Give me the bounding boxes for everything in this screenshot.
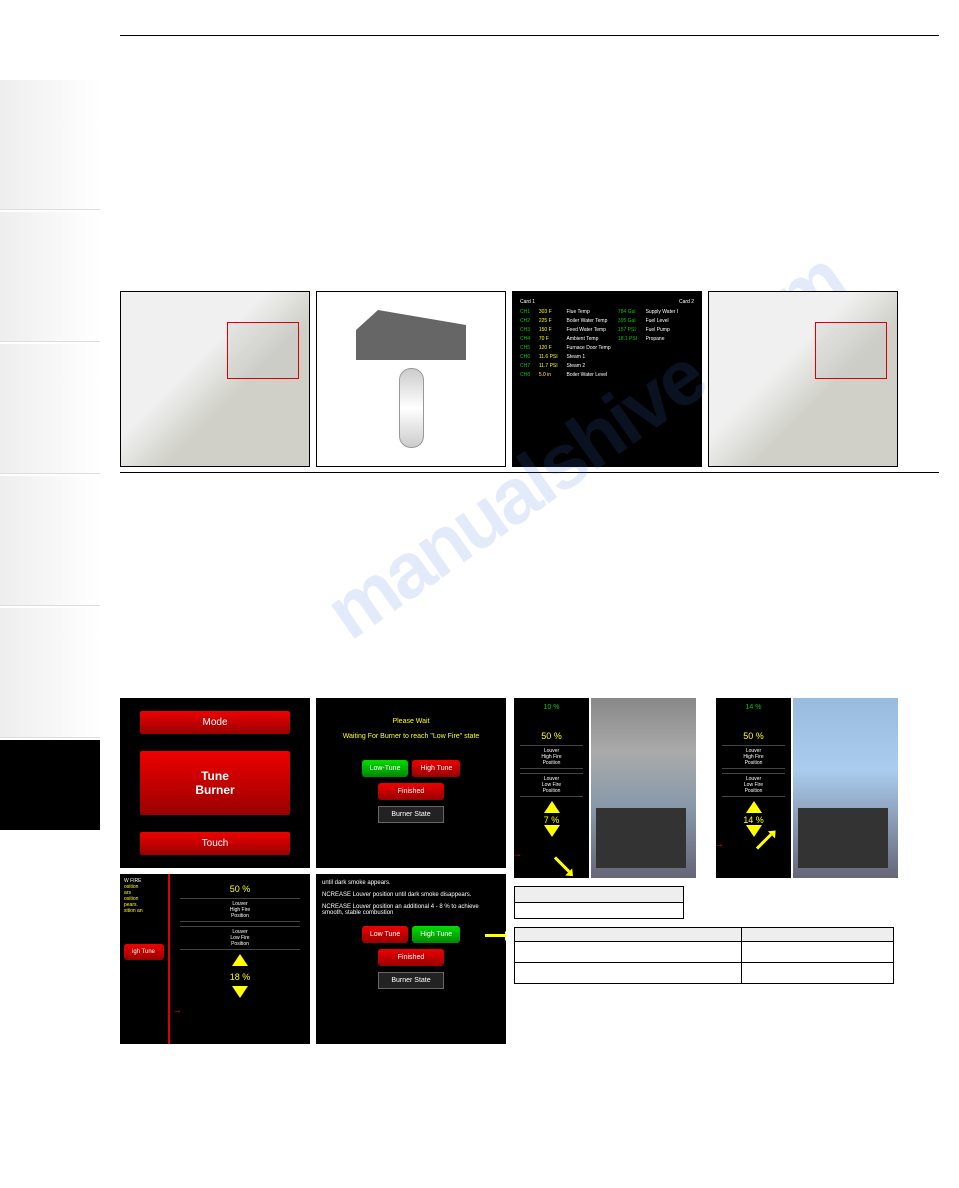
please-wait-label: Please Wait — [326, 718, 496, 725]
wait-message: Waiting For Burner to reach "Low Fire" s… — [326, 733, 496, 740]
figure-row-1: Card 1Card 2 CH1303 FFlue Temp784 GalSup… — [120, 291, 939, 467]
low-pct: 18 % — [180, 972, 300, 982]
card2-label: Card 2 — [679, 299, 694, 305]
top-pct: 14 % — [722, 704, 785, 711]
burner-state-label: Burner State — [378, 972, 443, 989]
col-left: Mode Tune Burner Touch Please Wait Waiti… — [120, 698, 506, 1044]
page: Card 1Card 2 CH1303 FFlue Temp784 GalSup… — [0, 0, 959, 1064]
high-tune-button[interactable]: igh Tune — [124, 944, 164, 960]
high-tune-button[interactable]: High Tune — [412, 760, 460, 777]
channel-display: Card 1Card 2 CH1303 FFlue Temp784 GalSup… — [512, 291, 702, 467]
low-fire-label: Louver Low Fire Position — [180, 926, 300, 950]
low-pct: 7 % — [520, 815, 583, 825]
sidebar-item — [0, 80, 100, 210]
smoke-pair-dark: 10 % 50 % Louver High Fire Position Louv… — [514, 698, 696, 878]
mode-button[interactable]: Mode — [140, 711, 290, 734]
table-cell — [515, 942, 742, 963]
low-tune-button[interactable]: Low-Tune — [362, 760, 409, 777]
down-arrow-icon[interactable] — [232, 986, 248, 998]
yellow-arrow-icon — [485, 934, 505, 937]
louver-screen-2: until dark smoke appears. NCREASE Louver… — [316, 874, 506, 1044]
down-arrow-icon[interactable] — [746, 825, 762, 837]
clear-smoke-photo — [793, 698, 898, 878]
table-cell — [515, 887, 684, 903]
red-arrow-icon: → — [512, 849, 522, 860]
high-tune-button[interactable]: High Tune — [412, 926, 460, 943]
burner-photo-2 — [708, 291, 898, 467]
mid-pct: 50 % — [722, 731, 785, 741]
table-header — [742, 928, 894, 942]
top-pct: 10 % — [520, 704, 583, 711]
sidebar-item — [0, 344, 100, 474]
table-cell — [742, 963, 894, 984]
fuse-icon — [399, 368, 424, 448]
touch-button[interactable]: Touch — [140, 832, 290, 855]
table-cell — [742, 942, 894, 963]
card1-label: Card 1 — [520, 299, 535, 305]
sidebar — [0, 0, 100, 1064]
up-arrow-icon[interactable] — [746, 801, 762, 813]
high-fire-label: Louver High Fire Position — [180, 898, 300, 922]
table-cell — [515, 963, 742, 984]
wait-screen: Please Wait Waiting For Burner to reach … — [316, 698, 506, 868]
yellow-arrow-icon — [554, 856, 570, 872]
mode-screen: Mode Tune Burner Touch — [120, 698, 310, 868]
smoke-pair-clear: 14 % 50 % Louver High Fire Position Louv… — [716, 698, 898, 878]
table-cell — [515, 903, 684, 919]
data-table — [514, 927, 894, 984]
small-table — [514, 886, 684, 919]
rule — [120, 35, 939, 36]
rule — [120, 472, 939, 473]
finished-button[interactable]: Finished — [378, 783, 444, 800]
red-arrow-icon: → — [714, 839, 724, 850]
burner-state-label: Burner State — [378, 806, 443, 823]
up-arrow-icon[interactable] — [232, 954, 248, 966]
low-fire-label: Louver Low Fire Position — [722, 773, 785, 797]
mid-pct: 50 % — [520, 731, 583, 741]
high-pct: 50 % — [180, 884, 300, 894]
fuse-holder-icon — [356, 310, 466, 360]
tune-burner-button[interactable]: Tune Burner — [140, 751, 290, 815]
red-arrow-icon: → — [172, 1005, 182, 1016]
sidebar-item — [0, 212, 100, 342]
sidebar-item-active — [0, 740, 100, 830]
fuse-photo — [316, 291, 506, 467]
up-arrow-icon[interactable] — [544, 801, 560, 813]
high-fire-label: Louver High Fire Position — [722, 745, 785, 769]
burner-photo-1 — [120, 291, 310, 467]
low-pct: 14 % — [722, 815, 785, 825]
low-tune-button[interactable]: Low Tune — [362, 926, 408, 943]
louver-screen-1: W FIRE osition ars osition pears. sition… — [120, 874, 310, 1044]
sidebar-item — [0, 608, 100, 738]
col-right: 10 % 50 % Louver High Fire Position Louv… — [514, 698, 914, 1044]
dark-smoke-photo — [591, 698, 696, 878]
content: Card 1Card 2 CH1303 FFlue Temp784 GalSup… — [100, 0, 959, 1064]
figure-row-2: Mode Tune Burner Touch Please Wait Waiti… — [120, 698, 939, 1044]
high-fire-label: Louver High Fire Position — [520, 745, 583, 769]
down-arrow-icon[interactable] — [544, 825, 560, 837]
sidebar-item — [0, 476, 100, 606]
table-header — [515, 928, 742, 942]
low-fire-label: Louver Low Fire Position — [520, 773, 583, 797]
finished-button[interactable]: Finished — [378, 949, 444, 966]
